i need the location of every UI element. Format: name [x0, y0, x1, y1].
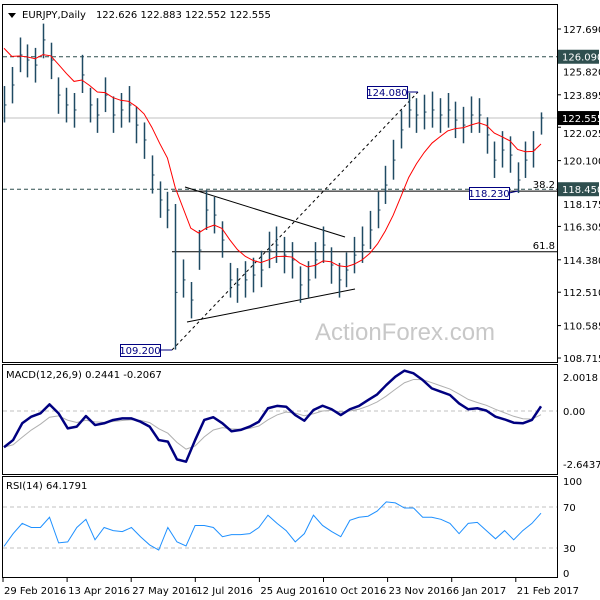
rsi-tick-label: 100: [563, 477, 582, 488]
date-tick-label: 6 Jan 2017: [453, 586, 507, 597]
macd-panel: [2, 364, 558, 475]
annotation-box: [367, 86, 408, 99]
rsi-line: [3, 501, 542, 551]
price-tick-label: 112.510: [563, 288, 600, 299]
price-marker-122.555: [558, 111, 599, 126]
rsi-panel: [2, 476, 558, 578]
rsi-title: RSI(14) 64.1791: [6, 481, 87, 492]
price-tick-label: 108.715: [563, 354, 600, 365]
price-tick-label: 123.895: [563, 91, 600, 102]
annotation-label-118.230: 118.230: [468, 189, 509, 200]
annotation-leader: [508, 190, 519, 194]
rsi-series: [3, 501, 557, 551]
annotation-box: [120, 344, 161, 357]
fib-label-61.8: 61.8: [533, 241, 555, 252]
date-tick-label: 21 Feb 2017: [517, 586, 579, 597]
price-tick-label: 118.175: [563, 200, 600, 211]
price-tick-label: 114.380: [563, 256, 600, 267]
rsi-tick-label: 70: [563, 503, 576, 514]
price-marker-label: 118.450: [562, 185, 600, 196]
price-series: 38.2 61.8 109.200 124.080 118.230: [3, 23, 557, 357]
annotation-box: [469, 187, 510, 200]
rsi-tick-label: 0: [563, 569, 569, 580]
date-tick-label: 10 Oct 2016: [325, 586, 387, 597]
macd-line: [3, 369, 543, 463]
price-tick-label: 125.820: [563, 68, 600, 79]
fib-label-38.2: 38.2: [533, 180, 555, 191]
annotation-label-109.200: 109.200: [119, 346, 160, 357]
price-marker-118.450: [558, 182, 599, 197]
macd-series: [3, 369, 557, 463]
collapse-triangle-icon[interactable]: [8, 13, 16, 18]
rsi-tick-label: 30: [563, 544, 576, 555]
price-panel: [2, 4, 558, 363]
macd-tick-label: 0.00: [563, 407, 585, 418]
date-tick-label: 27 May 2016: [132, 586, 197, 597]
price-tick-label: 127.690: [563, 25, 600, 36]
annotation-label-124.080: 124.080: [366, 88, 407, 99]
price-marker-label: 122.555: [562, 114, 600, 125]
macd-tick-label: 2.0018: [563, 373, 598, 384]
axes: 127.690 125.820 123.895 122.025 120.100 118.1…: [2, 25, 600, 597]
price-tick-label: 116.305: [563, 222, 600, 233]
macd-tick-label: -2.6437: [563, 460, 600, 471]
price-tick-label: 110.585: [563, 322, 600, 333]
price-marker-label: 126.090: [562, 53, 600, 64]
date-tick-label: 25 Aug 2016: [260, 586, 324, 597]
macd-signal-line: [3, 378, 542, 450]
watermark: ActionForex.com: [315, 319, 495, 346]
date-tick-label: 29 Feb 2016: [4, 586, 66, 597]
macd-title: MACD(12,26,9) 0.2441 -0.2067: [6, 370, 162, 381]
price-marker-126.090: [558, 49, 599, 64]
price-tick-label: 120.100: [563, 157, 600, 168]
moving-average-line: [3, 47, 542, 268]
date-tick-label: 23 Nov 2016: [389, 586, 453, 597]
date-tick-label: 12 Jul 2016: [196, 586, 253, 597]
lower-trendline: [186, 288, 356, 323]
date-tick-label: 13 Apr 2016: [68, 586, 130, 597]
upper-trendline: [184, 186, 346, 238]
chart-title: EURJPY,Daily 122.626 122.883 122.552 122.…: [22, 10, 271, 21]
price-tick-label: 122.025: [563, 129, 600, 140]
